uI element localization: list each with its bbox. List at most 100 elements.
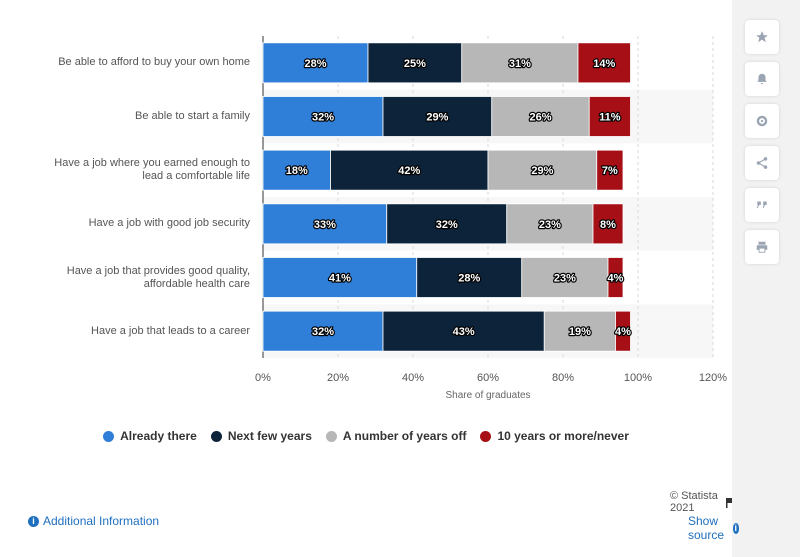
print-button[interactable] (745, 230, 779, 264)
x-tick-label: 120% (699, 372, 727, 384)
quote-icon (756, 201, 767, 208)
category-label-line: Be able to afford to buy your own home (58, 56, 250, 69)
legend-swatch (103, 430, 115, 442)
data-label: 43% (453, 326, 475, 338)
category-label: Have a job where you earned enough to lea… (10, 157, 250, 183)
x-axis-title: Share of graduates (445, 390, 530, 401)
data-label: 28% (304, 58, 326, 70)
bar-segment (262, 42, 369, 84)
category-label-line: Have a job that leads to a career (91, 324, 250, 337)
bar-segment (491, 96, 590, 137)
x-tick-label: 80% (552, 372, 574, 384)
additional-information-link[interactable]: i Additional Information (28, 514, 159, 528)
data-label: 29% (426, 112, 448, 124)
data-label: 8% (600, 219, 616, 231)
chart-card: 0% 20% 40% 60% 80% 100% 120% Share of graduates… (0, 0, 740, 557)
data-label: 29% (531, 165, 553, 177)
cite-button[interactable] (745, 188, 779, 222)
x-tick-label: 100% (624, 372, 652, 384)
data-label: 26% (529, 112, 551, 124)
legend-item[interactable]: A number of years off (325, 429, 467, 443)
x-tick-label: 40% (402, 372, 424, 384)
bar-segment (588, 96, 631, 137)
category-label-line: lead a comfortable life (142, 170, 250, 183)
data-label: 7% (602, 165, 618, 177)
category-label: Be able to afford to buy your own home (10, 56, 250, 69)
info-icon: i (28, 515, 39, 527)
x-tick-label: 20% (327, 372, 349, 384)
legend-swatch (480, 430, 492, 442)
category-label: Have a job that provides good quality, af… (10, 265, 250, 291)
bar-segment (382, 96, 493, 137)
bar-segment (262, 203, 388, 245)
show-source-label: Show source (688, 514, 725, 542)
favorite-button[interactable] (745, 20, 779, 54)
credit-label: © Statista 2021 (670, 490, 718, 514)
data-label: 32% (312, 326, 334, 338)
share-icon (756, 157, 768, 169)
data-label: 23% (539, 219, 561, 231)
bar-segment (262, 257, 418, 298)
bar-segment (367, 42, 463, 84)
x-tick-label: 60% (477, 372, 499, 384)
flag-icon (725, 497, 732, 508)
data-label: 28% (458, 273, 480, 285)
info-icon: i (732, 522, 740, 534)
stacked-bar-chart: 0% 20% 40% 60% 80% 100% 120% Share of graduates… (255, 36, 727, 401)
additional-information-label: Additional Information (43, 514, 160, 528)
legend-swatch (325, 430, 337, 442)
legend-item[interactable]: 10 years or more/never (480, 429, 629, 443)
bar-segment (382, 310, 545, 352)
category-label: Be able to start a family (10, 110, 250, 123)
bar-segment (543, 310, 616, 352)
show-source-link[interactable]: Show source i (688, 514, 740, 542)
x-tick-label: 0% (255, 372, 271, 384)
bar-segment (607, 257, 624, 298)
category-label: Have a job that leads to a career (10, 325, 250, 338)
legend: Already there Next few years A number of y… (0, 429, 732, 443)
category-label-line: affordable health care (143, 277, 250, 290)
data-label: 32% (312, 112, 334, 124)
bar-segment (521, 257, 609, 298)
bar-segment (592, 203, 624, 245)
bar-segment (386, 203, 508, 245)
bar-segment (487, 149, 598, 191)
legend-label: Next few years (227, 429, 312, 443)
legend-swatch (210, 430, 222, 442)
bar-segment (262, 149, 331, 191)
data-label: 33% (314, 219, 336, 231)
category-label-line: Have a job where you earned enough to (54, 157, 250, 170)
star-icon (756, 31, 768, 43)
share-button[interactable] (745, 146, 779, 180)
bell-icon (757, 73, 767, 85)
legend-label: A number of years off (342, 429, 467, 443)
category-label-line: Be able to start a family (135, 110, 250, 122)
print-icon (756, 241, 768, 253)
bar-segment (577, 42, 631, 84)
data-label: 18% (286, 165, 308, 177)
bar-segment (330, 149, 489, 191)
bar-segment (506, 203, 594, 245)
data-label: 32% (436, 219, 458, 231)
data-label: 23% (554, 273, 576, 285)
data-label: 42% (398, 165, 420, 177)
data-label: 14% (593, 58, 615, 70)
bar-segment (596, 149, 624, 191)
statista-credit: © Statista 2021 (670, 490, 732, 514)
bar-segment (416, 257, 523, 298)
legend-item[interactable]: Already there (103, 429, 197, 443)
data-label: 25% (404, 58, 426, 70)
data-label: 19% (569, 326, 591, 338)
data-label: 11% (599, 112, 621, 124)
settings-button[interactable] (745, 104, 779, 138)
data-label: 4% (608, 273, 624, 285)
gear-icon (756, 115, 768, 127)
bar-segment (615, 310, 631, 352)
category-label-line: Have a job with good job security (88, 217, 250, 230)
notification-button[interactable] (745, 62, 779, 96)
category-label: Have a job with good job security (10, 217, 250, 230)
category-label-line: Have a job that provides good quality, (66, 264, 250, 277)
legend-label: Already there (120, 429, 197, 443)
legend-item[interactable]: Next few years (210, 429, 312, 443)
data-label: 41% (329, 273, 351, 285)
